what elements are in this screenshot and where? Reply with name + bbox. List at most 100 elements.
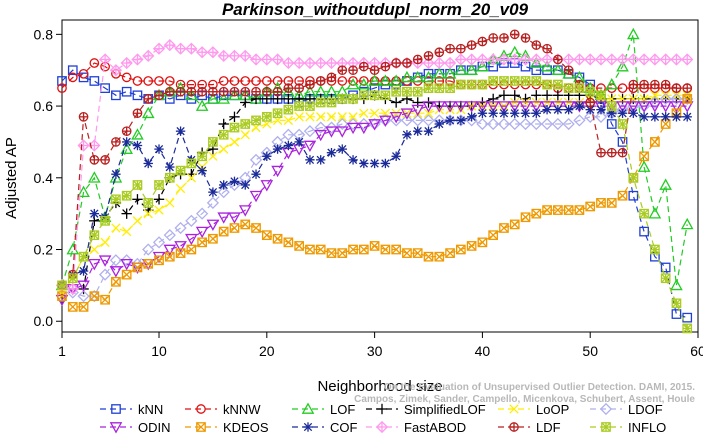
x-tick-label: 20 (259, 343, 275, 359)
data-point (531, 108, 542, 118)
data-point (185, 233, 198, 246)
data-point (660, 112, 671, 122)
data-point (283, 237, 294, 248)
data-point (455, 43, 466, 54)
data-point (402, 86, 412, 97)
data-point (272, 76, 283, 86)
data-point (132, 194, 143, 205)
data-point (174, 42, 187, 55)
legend-label: LDOF (628, 402, 663, 417)
legend-item-knnw: kNNW (185, 402, 261, 417)
data-point (542, 79, 552, 90)
data-point (337, 144, 347, 154)
y-tick-label: 0.8 (34, 26, 54, 42)
data-point (628, 172, 639, 183)
data-point (648, 207, 662, 219)
data-point (605, 53, 618, 66)
legend-swatch-marker (301, 402, 315, 414)
data-point (540, 60, 554, 72)
data-point (337, 76, 348, 86)
data-point (197, 151, 207, 162)
data-point (77, 139, 90, 152)
data-point (208, 137, 218, 147)
data-point (66, 282, 79, 296)
data-point (195, 99, 209, 111)
data-point (228, 49, 241, 62)
data-point (142, 243, 155, 256)
data-point (358, 61, 369, 72)
data-point (639, 151, 649, 162)
data-point (434, 251, 445, 262)
data-point (594, 53, 608, 66)
data-point (606, 119, 617, 129)
data-point (120, 259, 133, 271)
data-point (251, 223, 261, 233)
data-point (240, 219, 251, 230)
data-point (520, 108, 531, 118)
data-point (584, 53, 597, 66)
data-point (650, 137, 660, 147)
data-point (443, 101, 457, 113)
data-point (315, 97, 326, 108)
data-point (132, 90, 143, 101)
data-point (240, 130, 250, 140)
data-point (261, 86, 272, 97)
y-tick-label: 0.0 (34, 313, 54, 329)
legend-label: LOF (330, 402, 355, 417)
data-point (217, 186, 230, 199)
data-point (249, 53, 263, 66)
x-tick-label: 60 (690, 343, 703, 359)
data-point (283, 83, 294, 93)
legend-label: KDEOS (223, 420, 269, 434)
data-point (379, 74, 392, 86)
data-point (574, 83, 585, 93)
data-point (443, 56, 457, 70)
legend-label: LoOP (536, 402, 569, 417)
data-point (606, 101, 617, 111)
data-point (412, 97, 423, 108)
data-point (98, 53, 112, 66)
data-point (121, 208, 132, 219)
data-point (411, 70, 425, 83)
data-point (272, 233, 283, 244)
data-point (218, 118, 229, 130)
data-point (294, 83, 305, 93)
data-point (240, 76, 251, 86)
legend-item-ldf: LDF (498, 420, 561, 434)
x-axis: 1 10 20 30 40 50 60 (58, 332, 703, 359)
data-point (682, 323, 693, 334)
data-point (562, 117, 575, 131)
data-point (509, 219, 520, 230)
data-point (217, 49, 230, 62)
data-point (154, 90, 164, 101)
watermark-line-1: On the Evaluation of Unsupervised Outlie… (384, 382, 695, 393)
data-point (294, 101, 305, 111)
data-point (682, 112, 692, 122)
data-point (563, 205, 574, 215)
data-point (109, 64, 123, 77)
data-point (357, 117, 370, 131)
data-point (670, 101, 683, 113)
data-point (542, 104, 552, 115)
data-point (218, 76, 229, 86)
data-point (531, 208, 542, 219)
data-point (348, 65, 358, 76)
data-point (476, 53, 489, 66)
data-point (196, 207, 209, 220)
data-point (315, 244, 326, 255)
data-point (131, 257, 144, 270)
data-point (389, 74, 403, 86)
data-point (358, 244, 369, 255)
data-point (121, 269, 132, 280)
data-point (111, 194, 121, 205)
data-point (121, 72, 132, 83)
data-point (208, 233, 218, 244)
data-point (542, 205, 552, 215)
data-point (423, 83, 434, 93)
data-point (670, 278, 683, 291)
data-point (520, 76, 531, 86)
data-point (671, 90, 682, 100)
data-point (477, 237, 488, 248)
data-point (348, 244, 358, 255)
data-point (639, 112, 649, 122)
